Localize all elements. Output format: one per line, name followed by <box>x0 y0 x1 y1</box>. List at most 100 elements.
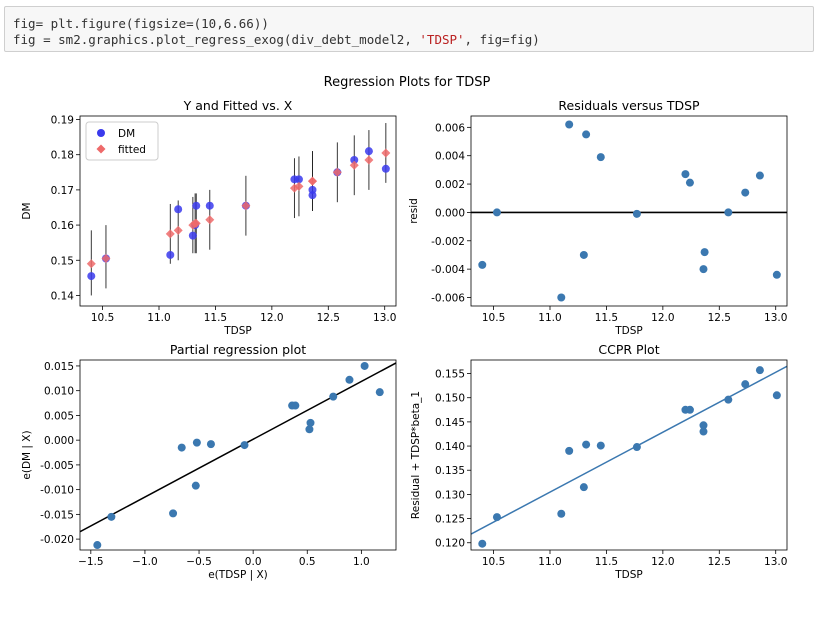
dm-point <box>188 231 197 240</box>
data-point <box>582 440 591 449</box>
x-tick-label: 12.0 <box>260 312 283 324</box>
plot-area <box>471 365 787 548</box>
fitted-point <box>381 148 391 158</box>
fitted-point <box>101 254 111 263</box>
dm-point <box>308 185 317 194</box>
y-tick-label: 0.120 <box>435 538 465 550</box>
y-tick-label: 0.004 <box>435 151 465 163</box>
x-tick-label: −0.5 <box>186 556 212 568</box>
y-tick-label: -0.005 <box>40 460 74 472</box>
data-point <box>206 440 215 449</box>
panel-4: CCPR Plot 10.5 11.0 11.5 12.0 12.5 13.0 0.155 0.… <box>410 342 787 581</box>
data-point <box>699 427 708 436</box>
y-tick-label: 0.145 <box>435 417 465 429</box>
y-tick-label: -0.004 <box>431 264 465 276</box>
fitted-point <box>364 155 374 165</box>
data-point <box>699 421 708 430</box>
fitted-point <box>294 181 304 191</box>
fitted-point <box>332 167 342 177</box>
y-tick-label: 0.140 <box>435 441 465 453</box>
fitted-point <box>307 176 317 186</box>
data-point <box>579 250 588 259</box>
data-point <box>596 153 605 162</box>
x-tick-label: 11.5 <box>595 556 618 568</box>
data-point <box>724 208 733 217</box>
data-point <box>579 483 588 492</box>
y-tick-label: 0.17 <box>51 185 74 197</box>
plot-area <box>471 120 787 302</box>
x-axis-label: TDSP <box>614 325 643 337</box>
x-tick-label: 1.0 <box>353 556 370 568</box>
y-tick-label: -0.006 <box>431 292 465 304</box>
axes-frame <box>470 359 788 551</box>
data-point <box>755 366 764 375</box>
dm-point <box>166 250 175 259</box>
x-tick-label: 12.0 <box>651 312 674 324</box>
data-point <box>478 539 487 548</box>
code-line-2: fig = sm2.graphics.plot_regress_exog(div… <box>13 32 540 47</box>
data-point <box>557 293 566 302</box>
x-tick-label: 11.0 <box>147 312 170 324</box>
dm-point <box>174 205 183 214</box>
data-point <box>681 170 690 179</box>
data-point <box>582 130 591 139</box>
x-tick-label: 11.5 <box>204 312 227 324</box>
regression-figure: Regression Plots for TDSP Y and Fitted v… <box>21 75 787 581</box>
panel-2: Residuals versus TDSP 10.5 11.0 11.5 12.0 12.… <box>408 98 787 337</box>
data-point <box>741 188 750 197</box>
x-tick-label: 13.0 <box>373 312 396 324</box>
data-point <box>492 208 501 217</box>
code-line-1: fig= plt.figure(figsize=(10,6.66)) <box>13 16 269 31</box>
panel-title: Y and Fitted vs. X <box>183 98 293 113</box>
code-line-1-text: fig= plt.figure(figsize=(10,6.66)) <box>13 16 269 31</box>
data-point <box>685 178 694 187</box>
x-tick-label: 11.5 <box>595 312 618 324</box>
code-cell[interactable]: fig= plt.figure(figsize=(10,6.66)) fig =… <box>4 6 814 52</box>
data-point <box>492 513 501 522</box>
data-point <box>557 509 566 518</box>
data-point <box>772 391 781 400</box>
fit-line <box>471 365 787 535</box>
dm-point <box>205 201 214 210</box>
data-point <box>192 438 201 447</box>
data-point <box>345 375 354 384</box>
data-point <box>724 395 733 404</box>
panel-title: CCPR Plot <box>598 342 659 357</box>
dm-point <box>192 201 201 210</box>
x-tick-label: 10.5 <box>91 312 114 324</box>
x-tick-label: 10.5 <box>482 312 505 324</box>
x-axis-label: TDSP <box>223 325 252 337</box>
code-line-2-suffix: , fig=fig) <box>464 32 540 47</box>
panel-title: Residuals versus TDSP <box>558 98 700 113</box>
legend-dm-marker <box>97 129 105 137</box>
y-tick-label: 0.125 <box>435 514 465 526</box>
code-line-2-string: 'TDSP' <box>419 32 465 47</box>
data-point <box>240 441 249 450</box>
y-tick-label: 0.155 <box>435 369 465 381</box>
plot-area <box>80 361 396 550</box>
x-axis-label: e(TDSP | X) <box>208 569 268 581</box>
y-tick-label: 0.16 <box>51 220 75 232</box>
data-point <box>478 260 487 269</box>
y-tick-label: 0.150 <box>435 393 465 405</box>
dm-point <box>364 147 373 156</box>
data-point <box>632 209 641 218</box>
x-tick-label: 13.0 <box>764 312 787 324</box>
y-tick-label: 0.135 <box>435 465 465 477</box>
axes-frame <box>79 115 397 307</box>
y-tick-label: -0.002 <box>431 236 465 248</box>
dm-point <box>350 155 359 164</box>
x-tick-label: −1.5 <box>78 556 104 568</box>
dm-point <box>87 272 96 281</box>
legend-fitted-marker <box>96 144 106 154</box>
data-point <box>306 418 315 427</box>
data-point <box>191 481 200 490</box>
dm-point <box>381 164 390 173</box>
y-tick-label: 0.000 <box>435 207 465 219</box>
data-point <box>699 265 708 274</box>
y-tick-label: 0.010 <box>44 386 74 398</box>
fitted-point <box>191 218 201 228</box>
data-point <box>177 443 186 452</box>
data-point <box>360 361 369 370</box>
fitted-point <box>165 229 175 239</box>
